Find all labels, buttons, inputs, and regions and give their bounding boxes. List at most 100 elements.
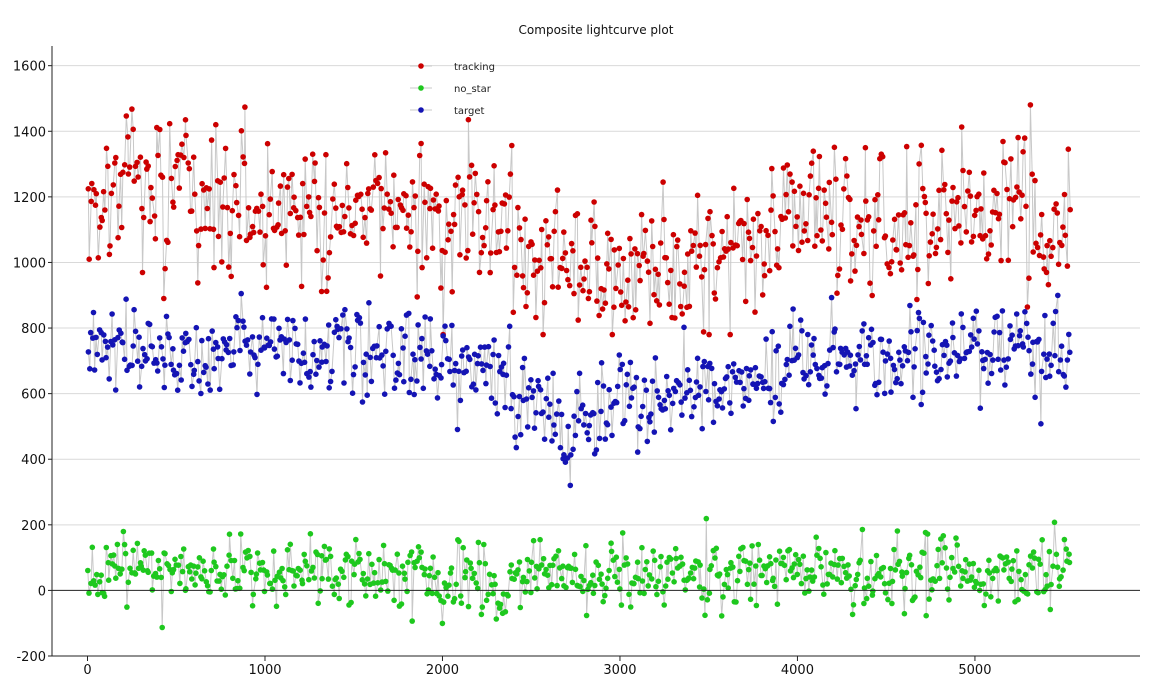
data-points: [85, 102, 1073, 631]
target-point: [1067, 349, 1073, 356]
tracking-point: [869, 292, 875, 299]
target-point: [388, 323, 394, 330]
target-point: [210, 346, 217, 353]
target-point: [452, 360, 459, 367]
tracking-point: [131, 178, 137, 184]
target-point: [908, 329, 914, 335]
target-point: [525, 385, 532, 391]
target-point: [923, 353, 929, 360]
target-point: [571, 413, 577, 420]
tracking-point: [934, 226, 941, 232]
tracking-point: [162, 265, 168, 272]
tracking-point: [741, 220, 747, 227]
target-point: [103, 354, 109, 361]
no_star-point: [706, 590, 713, 596]
target-point: [919, 389, 926, 396]
target-point: [129, 362, 135, 369]
target-point: [306, 374, 312, 380]
no_star-point: [1014, 548, 1020, 554]
tracking-point: [790, 243, 796, 249]
tracking-point: [195, 280, 201, 286]
target-point: [400, 345, 406, 351]
target-point: [925, 361, 931, 367]
no_star-point: [838, 579, 845, 586]
tracking-point: [690, 242, 697, 249]
tracking-point: [1034, 244, 1041, 251]
target-point: [494, 411, 501, 417]
no_star-point: [247, 553, 253, 560]
target-point: [492, 400, 499, 406]
target-point: [861, 321, 867, 327]
tracking-point: [314, 247, 320, 254]
no_star-point: [195, 564, 201, 570]
tracking-point: [174, 157, 180, 164]
tracking-point: [427, 205, 433, 212]
tracking-point: [1061, 191, 1068, 198]
tracking-point: [490, 206, 496, 213]
tracking-point: [625, 277, 631, 284]
no_star-point: [753, 602, 760, 609]
target-point: [604, 421, 611, 428]
no_star-point: [363, 593, 369, 599]
tracking-point: [908, 220, 914, 226]
tracking-point: [641, 250, 647, 257]
no_star-point: [653, 583, 659, 590]
target-point: [941, 352, 947, 359]
no_star-point: [511, 576, 517, 582]
tracking-point: [260, 262, 267, 268]
tracking-point: [511, 264, 518, 271]
no_star-point: [314, 551, 321, 558]
target-point: [161, 384, 168, 391]
no_star-point: [319, 575, 325, 582]
tracking-point: [249, 223, 256, 230]
no_star-point: [531, 575, 538, 581]
no_star-point: [667, 556, 674, 562]
target-point: [870, 339, 876, 346]
tracking-point: [815, 185, 822, 192]
tracking-point: [151, 213, 158, 219]
target-point: [485, 343, 492, 350]
no_star-point: [478, 611, 485, 618]
tracking-point: [570, 248, 576, 254]
no_star-point: [216, 578, 222, 584]
tracking-point: [518, 236, 524, 243]
no_star-point: [486, 571, 493, 578]
tracking-point: [330, 196, 336, 202]
target-point: [490, 351, 496, 358]
no_star-point: [341, 574, 347, 581]
target-point: [1041, 351, 1047, 358]
tracking-point: [1040, 254, 1047, 260]
tracking-point: [734, 242, 740, 249]
x-tick-label: 4000: [781, 663, 814, 678]
no_star-point: [702, 612, 708, 619]
target-point: [581, 422, 587, 428]
tracking-point: [1024, 304, 1031, 310]
tracking-point: [571, 290, 577, 297]
no_star-point: [158, 574, 164, 581]
no_star-point: [861, 585, 868, 591]
target-point: [310, 351, 316, 358]
target-point: [677, 382, 683, 388]
no_star-point: [294, 573, 301, 579]
target-point: [865, 334, 872, 341]
target-point: [156, 335, 163, 341]
no_star-point: [196, 555, 203, 561]
no_star-point: [412, 564, 418, 571]
target-point: [367, 354, 374, 361]
tracking-point: [826, 246, 832, 252]
target-point: [363, 351, 370, 358]
target-point: [179, 335, 185, 341]
target-point: [138, 363, 145, 370]
tracking-point: [409, 179, 416, 185]
tracking-point: [376, 174, 382, 181]
tracking-point: [1014, 184, 1020, 190]
tracking-point: [323, 151, 329, 158]
no_star-point: [1029, 565, 1036, 571]
tracking-point: [787, 171, 793, 177]
no_star-point: [1001, 567, 1007, 573]
tracking-point: [407, 244, 413, 250]
no_star-point: [226, 552, 232, 558]
tracking-point: [514, 272, 520, 279]
tracking-point: [559, 265, 565, 272]
no_star-point: [124, 604, 130, 610]
